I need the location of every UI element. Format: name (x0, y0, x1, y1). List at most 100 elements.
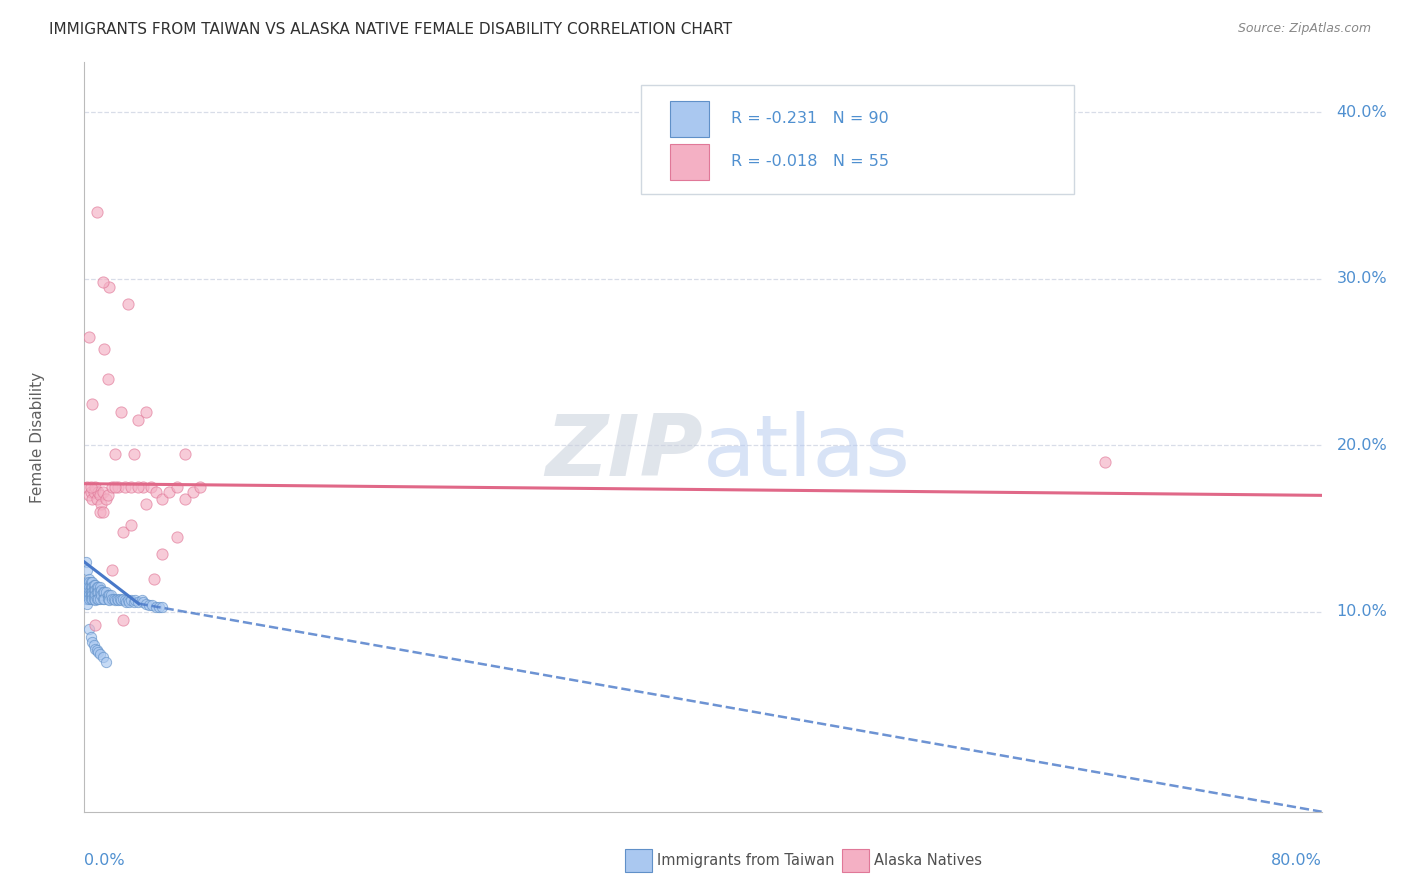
Point (86, 491, 108, 506)
Point (145, 485, 167, 500)
Point (82, 580, 104, 594)
Point (98, 593, 121, 607)
Point (84, 641, 107, 656)
Point (148, 599, 170, 614)
Point (120, 480, 142, 494)
Point (135, 405, 157, 419)
Point (75, 555, 97, 569)
Point (82, 574, 104, 589)
Point (117, 593, 139, 607)
Point (120, 518, 142, 533)
Point (127, 480, 149, 494)
Point (82, 635, 104, 649)
Point (89, 488, 111, 502)
Point (96, 588, 118, 602)
Point (103, 591, 125, 606)
Point (91, 585, 114, 599)
Point (174, 491, 197, 506)
Point (104, 447, 127, 461)
Point (89, 591, 111, 606)
Point (91, 275, 114, 289)
Point (120, 593, 142, 607)
Point (122, 595, 145, 609)
Point (93, 342, 115, 356)
Point (104, 593, 127, 607)
Point (110, 593, 132, 607)
Point (141, 599, 163, 613)
Point (114, 593, 136, 607)
Point (139, 480, 162, 494)
Point (181, 485, 204, 500)
Point (77, 622, 100, 636)
Point (124, 593, 146, 607)
Text: R = -0.231   N = 90: R = -0.231 N = 90 (731, 112, 889, 126)
Point (100, 588, 122, 602)
Text: 10.0%: 10.0% (1337, 605, 1388, 619)
Text: 20.0%: 20.0% (1337, 438, 1388, 453)
Point (79, 480, 101, 494)
Point (89, 505, 111, 519)
Point (104, 480, 127, 494)
Point (87, 585, 110, 599)
Point (101, 480, 124, 494)
FancyBboxPatch shape (669, 102, 709, 137)
Point (98, 280, 121, 294)
Point (107, 593, 129, 607)
FancyBboxPatch shape (626, 849, 652, 871)
FancyBboxPatch shape (641, 85, 1074, 194)
Point (1094, 455, 1116, 469)
Point (87, 591, 110, 606)
Point (127, 595, 149, 609)
Point (150, 547, 173, 561)
Point (90, 583, 112, 598)
Point (112, 524, 135, 539)
Point (112, 613, 135, 627)
Point (82, 585, 104, 599)
Point (93, 591, 115, 606)
Point (75, 585, 97, 599)
Text: 80.0%: 80.0% (1271, 853, 1322, 868)
Point (101, 591, 124, 606)
Point (84, 593, 107, 607)
Point (86, 591, 108, 606)
Text: ZIP: ZIP (546, 410, 703, 493)
FancyBboxPatch shape (842, 849, 869, 871)
Text: 30.0%: 30.0% (1337, 271, 1388, 286)
Point (83, 591, 105, 606)
FancyBboxPatch shape (669, 145, 709, 180)
Point (96, 488, 118, 502)
Point (115, 595, 138, 609)
Point (91, 485, 114, 500)
Point (110, 405, 132, 419)
Point (89, 647, 111, 661)
Point (96, 591, 118, 606)
Point (122, 447, 145, 461)
Point (76, 597, 98, 611)
Point (79, 588, 101, 602)
Point (87, 645, 110, 659)
Point (105, 591, 128, 606)
Point (83, 583, 105, 598)
Point (77, 591, 100, 606)
Point (166, 530, 188, 544)
Point (77, 580, 100, 594)
Point (86, 580, 108, 594)
Point (79, 574, 101, 589)
Point (76, 574, 98, 589)
Point (82, 588, 104, 602)
Point (77, 572, 100, 586)
Point (131, 593, 153, 607)
Point (145, 599, 167, 614)
Point (77, 585, 100, 599)
Point (84, 583, 107, 598)
Point (79, 485, 101, 500)
Point (91, 591, 114, 606)
Point (86, 643, 108, 657)
Point (79, 630, 101, 644)
Point (127, 413, 149, 427)
Text: Female Disability: Female Disability (30, 371, 45, 503)
Point (118, 595, 141, 609)
Point (79, 591, 101, 606)
Point (79, 580, 101, 594)
Point (84, 618, 107, 632)
